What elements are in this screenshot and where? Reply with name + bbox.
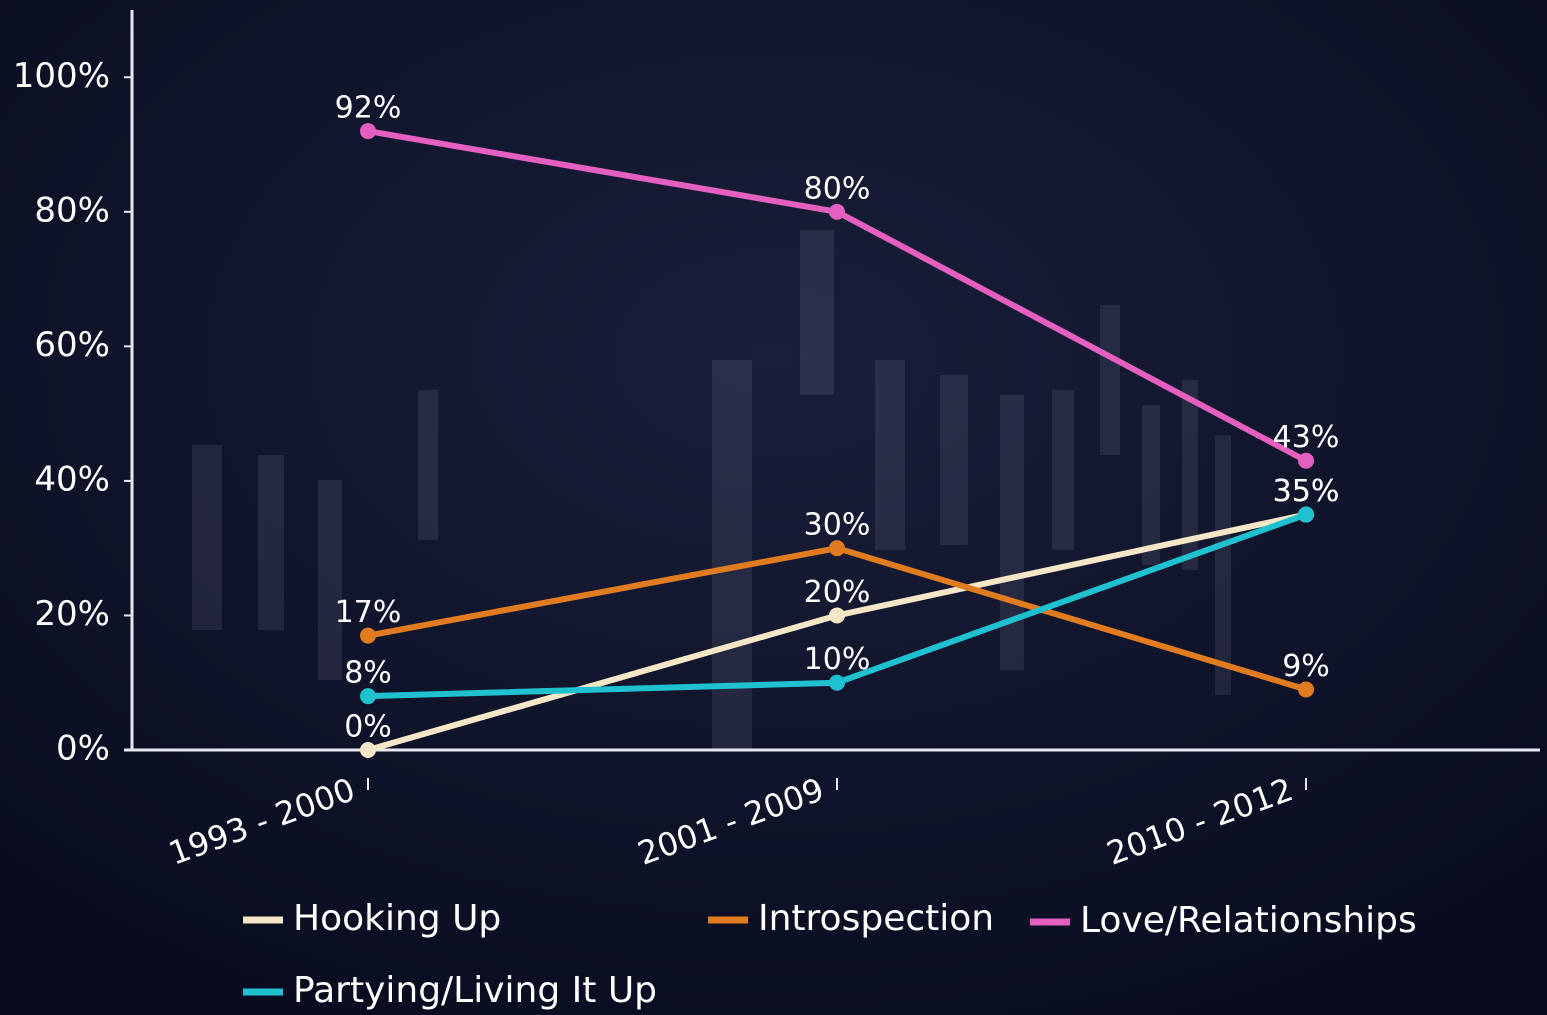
data-point: [1298, 452, 1314, 469]
data-point: [360, 123, 376, 140]
data-label: 80%: [804, 171, 871, 206]
data-point: [360, 742, 376, 758]
data-label: 92%: [335, 91, 402, 126]
y-tick-label: 20%: [34, 594, 110, 634]
data-label: 8%: [344, 656, 392, 691]
legend-label: Introspection: [758, 898, 994, 939]
data-point: [829, 607, 845, 624]
data-label: 43%: [1273, 420, 1340, 455]
y-tick-label: 100%: [13, 56, 110, 96]
legend-label: Love/Relationships: [1080, 900, 1417, 941]
data-point: [829, 203, 845, 220]
data-label: 9%: [1282, 649, 1330, 684]
y-tick-label: 80%: [34, 190, 110, 230]
data-point: [1298, 681, 1314, 698]
data-label: 10%: [804, 642, 871, 677]
data-point: [360, 688, 376, 705]
data-point: [360, 627, 376, 644]
legend-label: Partying/Living It Up: [293, 970, 657, 1011]
y-tick-label: 40%: [34, 459, 110, 499]
data-label: 35%: [1273, 474, 1340, 509]
y-tick-label: 0%: [56, 729, 110, 769]
y-tick-label: 60%: [34, 325, 110, 365]
data-label: 17%: [335, 595, 402, 630]
data-label: 0%: [344, 710, 392, 745]
data-label: 35%: [1273, 474, 1340, 509]
legend-label: Hooking Up: [293, 898, 501, 939]
data-point: [829, 674, 845, 691]
data-label: 20%: [804, 575, 871, 610]
data-point: [829, 540, 845, 557]
data-label: 30%: [804, 508, 871, 543]
data-point: [1298, 506, 1314, 523]
